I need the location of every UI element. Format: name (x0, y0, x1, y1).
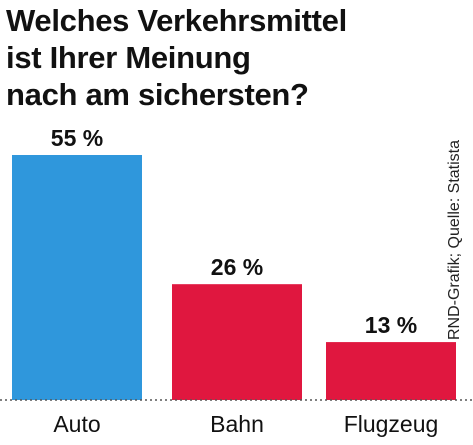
value-label-flugzeug: 13 % (365, 312, 417, 338)
category-label-flugzeug: Flugzeug (344, 411, 439, 437)
chart-title-line-2: ist Ihrer Meinung (6, 40, 251, 75)
chart-title-line-1: Welches Verkehrsmittel (6, 3, 347, 38)
bar-flugzeug (326, 342, 456, 400)
value-label-bahn: 26 % (211, 254, 263, 280)
chart-title: Welches Verkehrsmittel ist Ihrer Meinung… (6, 2, 426, 113)
value-label-auto: 55 % (51, 125, 103, 151)
category-label-auto: Auto (53, 411, 100, 437)
chart-title-line-3: nach am sichersten? (6, 77, 309, 112)
bars-group: 55 % Auto 26 % Bahn 13 % Flugzeug (12, 125, 456, 437)
bar-auto (12, 155, 142, 400)
category-label-bahn: Bahn (210, 411, 264, 437)
bar-bahn (172, 284, 302, 400)
